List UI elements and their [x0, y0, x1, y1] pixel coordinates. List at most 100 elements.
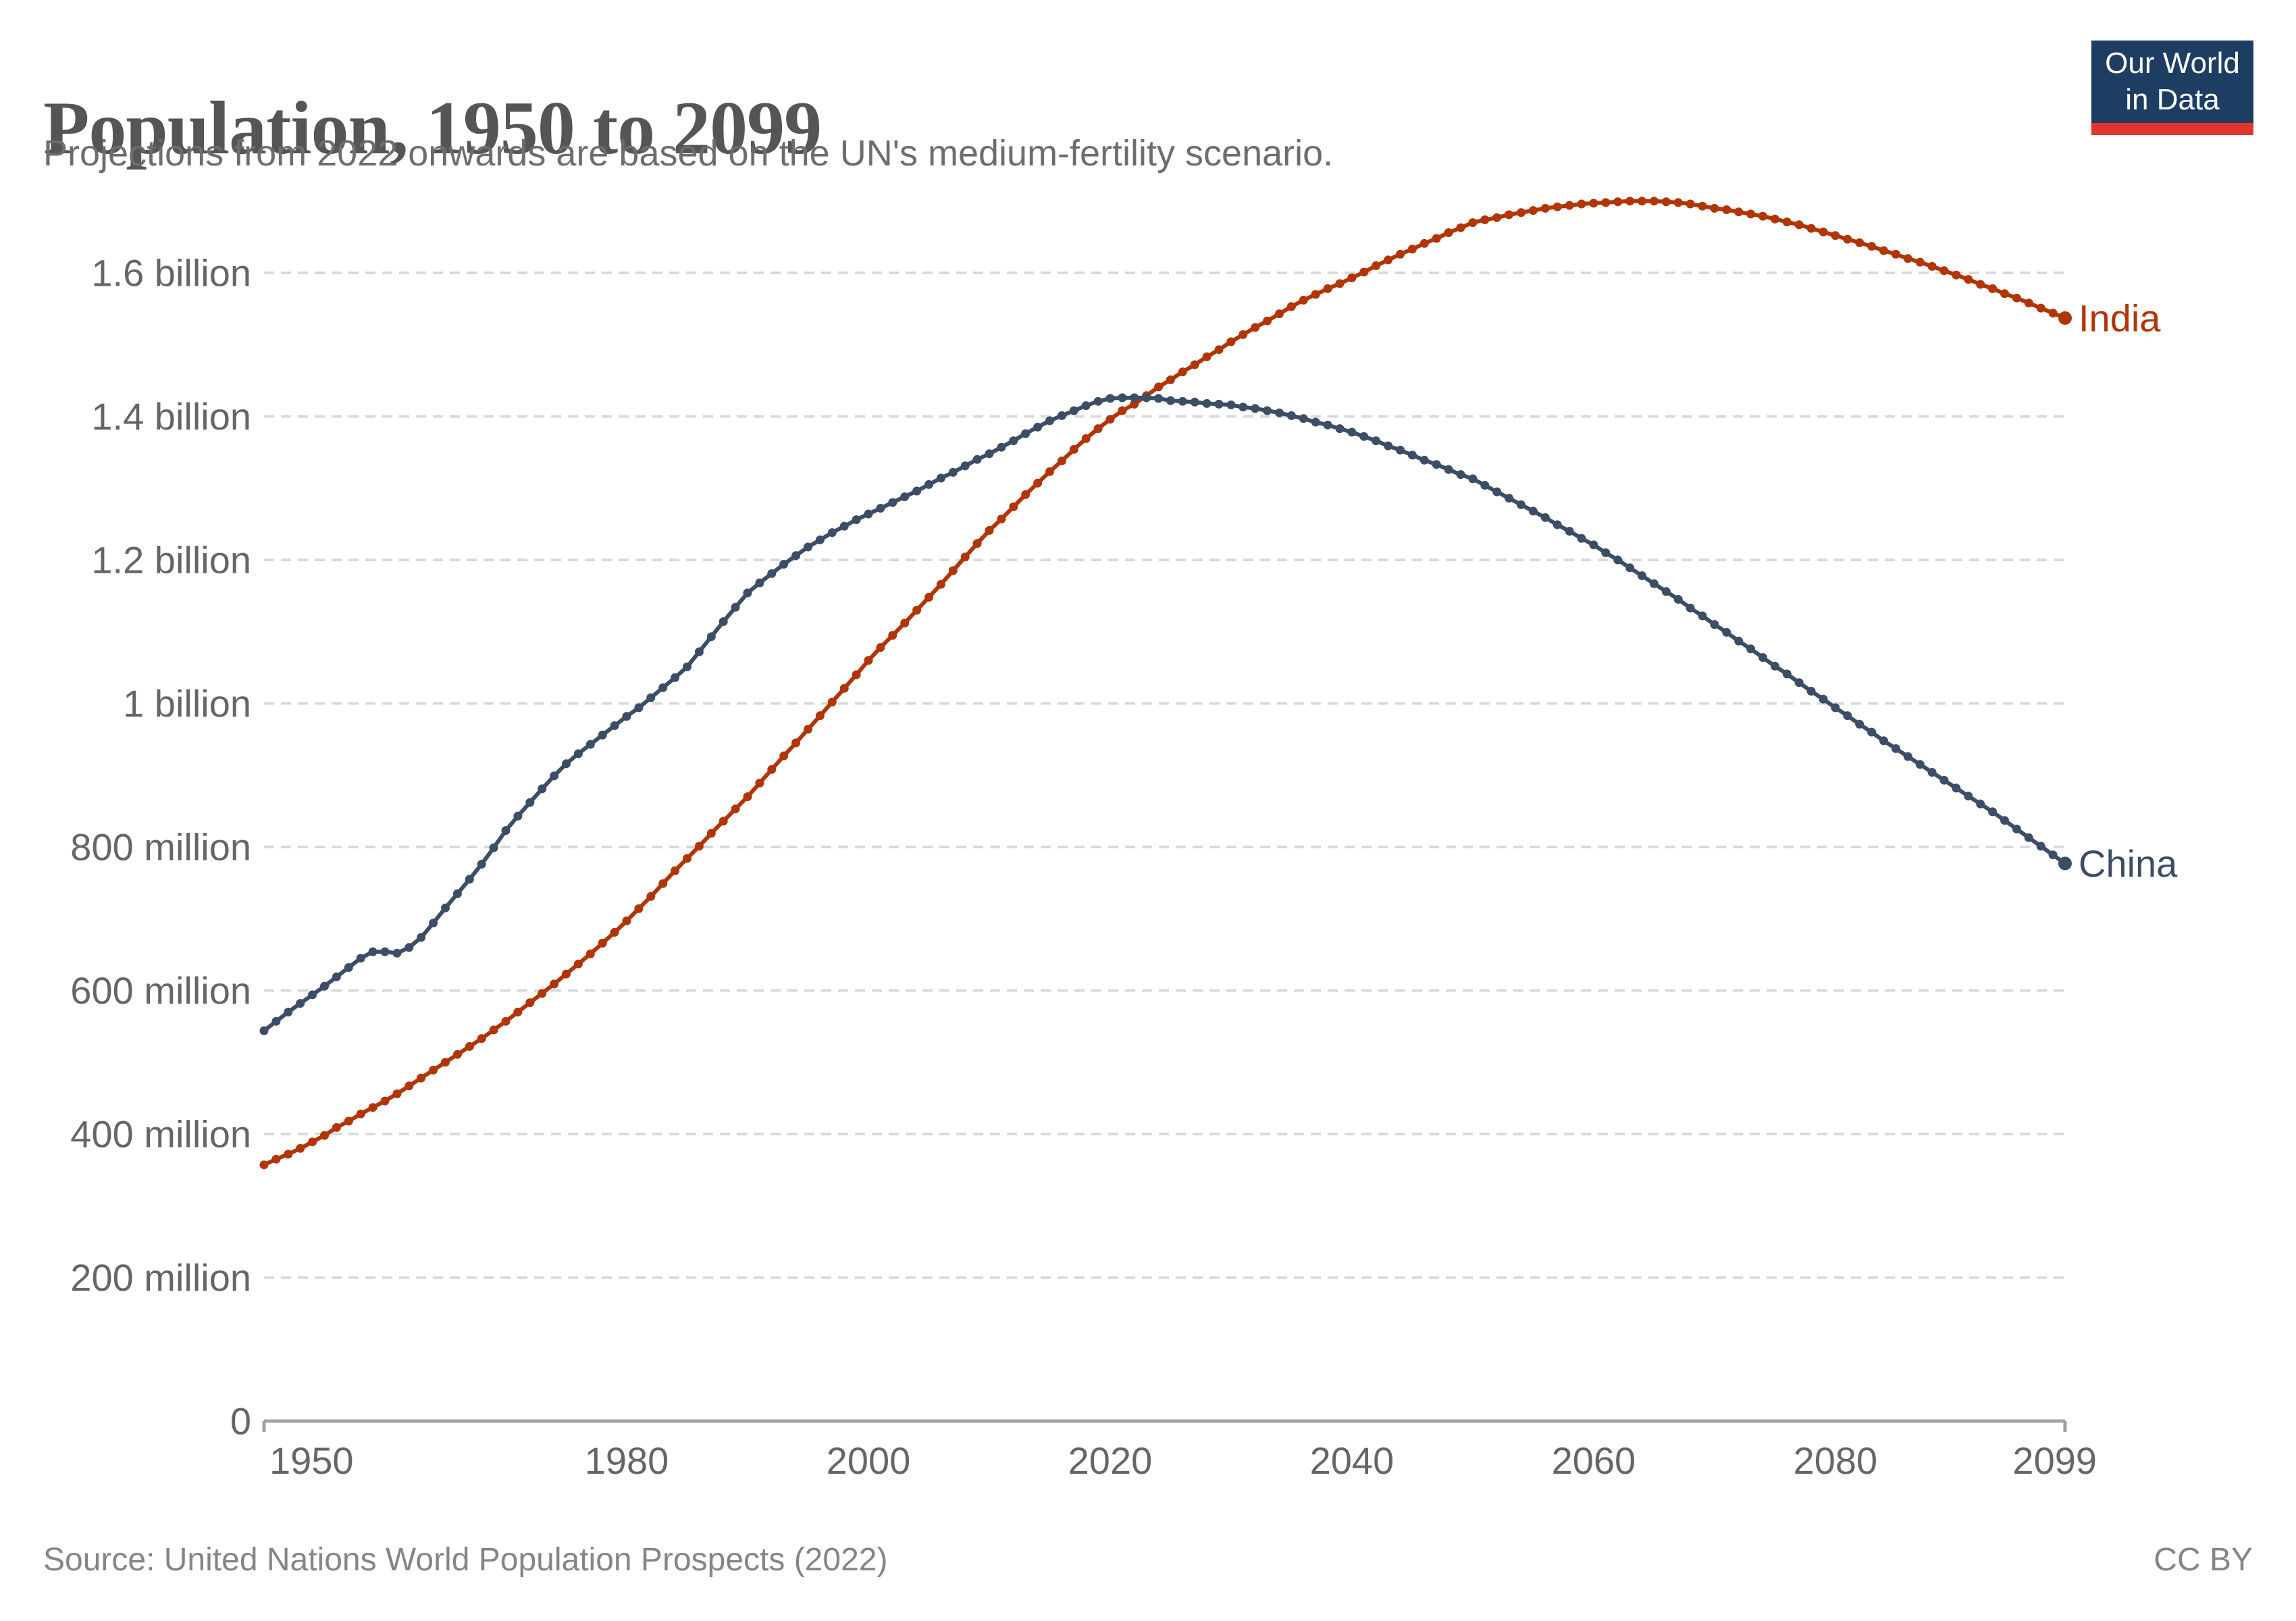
china-data-point[interactable]: [1661, 587, 1671, 596]
china-data-point[interactable]: [852, 515, 861, 524]
china-data-point[interactable]: [1045, 416, 1054, 426]
china-data-point[interactable]: [1419, 455, 1429, 465]
china-data-point[interactable]: [513, 811, 523, 821]
india-data-point[interactable]: [1831, 231, 1840, 240]
china-data-point[interactable]: [924, 480, 933, 489]
india-data-point[interactable]: [1468, 218, 1478, 228]
china-data-point[interactable]: [622, 712, 631, 721]
india-data-point[interactable]: [1770, 214, 1779, 224]
india-data-point[interactable]: [1589, 199, 1598, 208]
india-data-point[interactable]: [1226, 337, 1236, 346]
india-data-point[interactable]: [731, 804, 740, 814]
india-data-point[interactable]: [864, 656, 873, 665]
india-data-point[interactable]: [985, 525, 994, 535]
china-data-point[interactable]: [525, 798, 535, 807]
china-data-point[interactable]: [1698, 611, 1707, 621]
china-data-point[interactable]: [2048, 850, 2058, 860]
india-data-point[interactable]: [1746, 209, 1756, 219]
india-data-point[interactable]: [1843, 234, 1852, 244]
china-data-point[interactable]: [1686, 603, 1695, 613]
india-data-point[interactable]: [767, 765, 777, 774]
china-data-point[interactable]: [1009, 436, 1018, 446]
india-data-point[interactable]: [2048, 309, 2058, 317]
india-data-point[interactable]: [380, 1096, 390, 1106]
china-data-point[interactable]: [997, 442, 1006, 452]
india-data-point[interactable]: [1553, 202, 1562, 211]
china-data-point[interactable]: [888, 498, 897, 507]
china-data-point[interactable]: [948, 467, 958, 477]
india-data-point[interactable]: [1384, 255, 1393, 265]
china-data-point[interactable]: [960, 461, 970, 471]
china-data-point[interactable]: [538, 784, 547, 794]
china-data-point[interactable]: [912, 486, 922, 496]
india-data-point[interactable]: [972, 539, 982, 548]
india-data-point[interactable]: [1299, 295, 1308, 305]
china-data-point[interactable]: [2000, 816, 2009, 825]
india-data-point[interactable]: [622, 916, 631, 925]
india-data-point[interactable]: [634, 904, 644, 913]
india-data-point[interactable]: [2012, 293, 2021, 303]
china-data-point[interactable]: [1335, 424, 1345, 434]
china-data-point[interactable]: [1939, 775, 1949, 785]
india-data-point[interactable]: [429, 1065, 438, 1075]
india-data-point[interactable]: [1190, 360, 1199, 369]
china-data-point[interactable]: [598, 730, 607, 740]
india-data-point[interactable]: [452, 1050, 462, 1059]
china-data-point[interactable]: [1758, 653, 1767, 662]
china-data-point[interactable]: [477, 860, 486, 869]
india-data-point[interactable]: [1710, 203, 1719, 213]
china-data-point[interactable]: [1263, 406, 1272, 415]
india-data-point[interactable]: [1045, 467, 1054, 476]
china-data-point[interactable]: [634, 703, 644, 713]
india-data-point[interactable]: [1601, 198, 1611, 207]
china-data-point[interactable]: [405, 943, 414, 952]
india-data-point[interactable]: [1722, 205, 1731, 214]
china-data-point[interactable]: [646, 693, 656, 702]
india-data-point[interactable]: [1528, 206, 1538, 215]
india-data-point[interactable]: [1976, 280, 1985, 289]
china-data-point[interactable]: [1710, 620, 1719, 629]
china-data-point[interactable]: [1565, 527, 1574, 536]
china-data-point[interactable]: [1492, 487, 1502, 496]
china-data-point[interactable]: [1794, 678, 1804, 688]
india-data-point[interactable]: [259, 1160, 269, 1170]
china-data-point[interactable]: [1855, 719, 1864, 729]
india-data-point[interactable]: [1565, 201, 1574, 210]
china-data-point[interactable]: [1964, 792, 1973, 801]
india-data-point[interactable]: [356, 1109, 365, 1118]
india-data-point[interactable]: [1154, 382, 1164, 392]
china-data-point[interactable]: [1867, 727, 1877, 737]
india-data-point[interactable]: [1033, 478, 1043, 488]
india-data-point[interactable]: [1166, 375, 1175, 384]
china-data-point[interactable]: [1625, 563, 1635, 573]
china-data-point[interactable]: [1286, 411, 1296, 420]
india-data-point[interactable]: [1214, 345, 1224, 355]
china-data-point[interactable]: [1359, 432, 1369, 441]
india-data-point[interactable]: [1093, 424, 1103, 434]
china-data-point[interactable]: [1734, 636, 1744, 646]
india-data-point[interactable]: [392, 1089, 402, 1098]
china-data-point[interactable]: [972, 455, 982, 464]
india-data-point[interactable]: [2000, 289, 2009, 299]
india-data-point[interactable]: [1891, 249, 1900, 259]
china-data-point[interactable]: [743, 588, 752, 598]
china-data-point[interactable]: [1456, 470, 1465, 480]
india-data-point[interactable]: [1081, 434, 1091, 443]
china-data-point[interactable]: [1407, 451, 1417, 460]
china-data-point[interactable]: [356, 954, 365, 963]
india-data-point[interactable]: [573, 959, 583, 969]
india-data-point[interactable]: [1178, 367, 1187, 377]
china-data-point[interactable]: [1976, 799, 1985, 808]
india-data-point[interactable]: [1286, 302, 1296, 311]
china-data-point[interactable]: [2036, 842, 2045, 851]
india-data-point[interactable]: [827, 697, 837, 706]
india-data-point[interactable]: [1540, 203, 1550, 213]
china-data-point[interactable]: [1251, 404, 1260, 413]
china-data-point[interactable]: [1166, 396, 1175, 405]
china-data-point[interactable]: [900, 492, 910, 501]
china-data-point[interactable]: [573, 749, 583, 758]
india-data-point[interactable]: [719, 817, 728, 826]
china-data-point[interactable]: [1202, 398, 1211, 408]
china-data-point[interactable]: [731, 602, 740, 612]
china-data-point[interactable]: [694, 647, 704, 657]
